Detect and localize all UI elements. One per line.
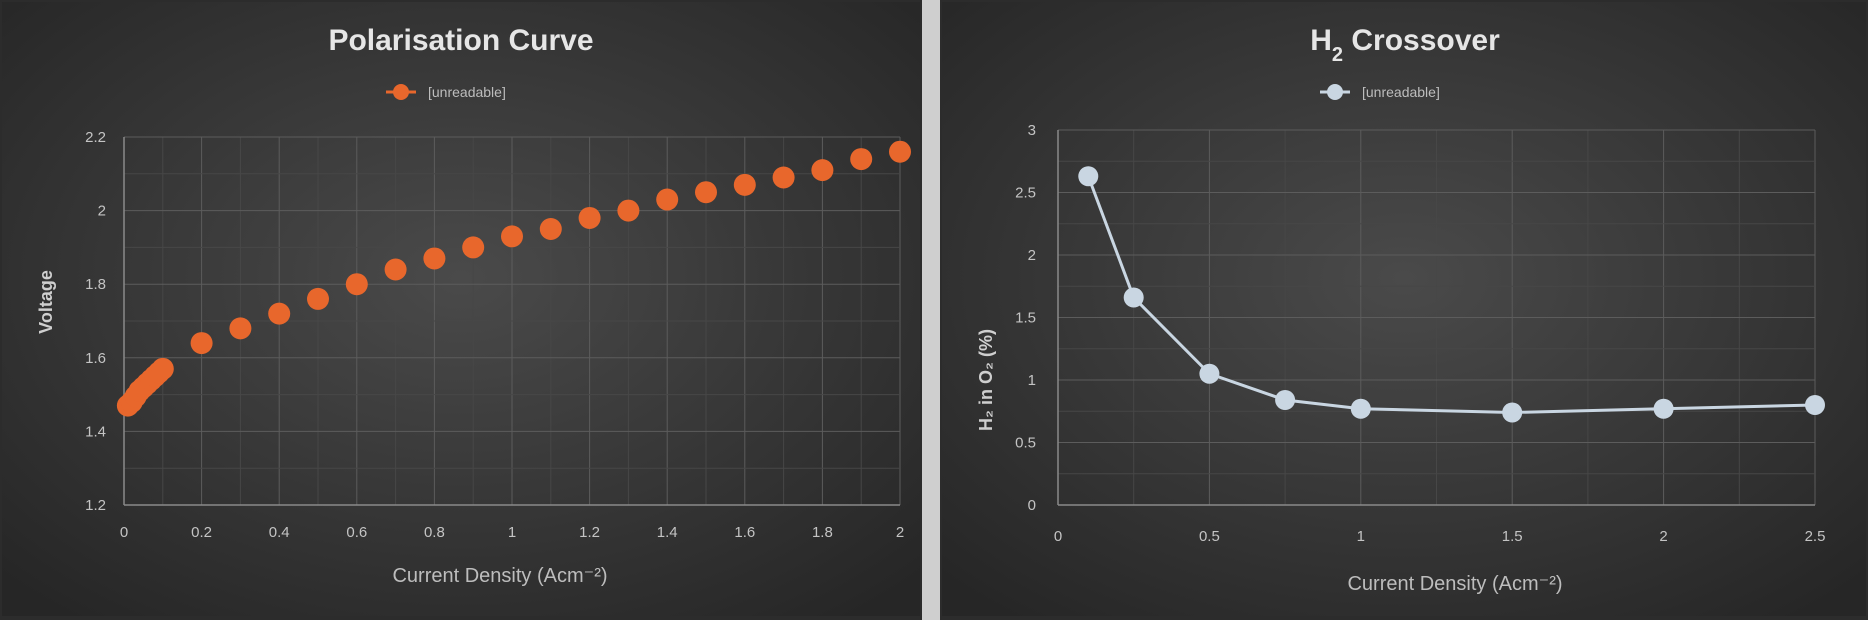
data-series: [1078, 166, 1825, 423]
data-point: [1502, 402, 1523, 423]
x-tick-label: 2.5: [1805, 528, 1826, 545]
data-point: [850, 148, 873, 171]
x-tick-label: 1: [1357, 528, 1365, 545]
h2-crossover-chart: H2 Crossover [unreadable] H₂ in O₂ (%) C…: [942, 2, 1866, 616]
chart-background: [2, 2, 920, 616]
data-point: [1123, 287, 1144, 308]
x-tick-label: 1: [508, 524, 516, 541]
legend-entry: [unreadable]: [1362, 84, 1440, 100]
legend-entry: [unreadable]: [428, 84, 506, 100]
axes: [123, 137, 900, 506]
y-tick-label: 0.5: [1015, 435, 1036, 452]
data-point: [268, 302, 291, 325]
x-tick-label: 1.8: [812, 524, 833, 541]
data-series: [116, 140, 911, 417]
x-tick-label: 2: [1659, 528, 1667, 545]
data-point: [617, 199, 640, 222]
data-point: [501, 225, 523, 248]
data-point: [307, 287, 329, 310]
x-tick-label: 0.4: [269, 524, 290, 541]
data-point: [1805, 395, 1825, 415]
x-tick-label: 2: [896, 524, 904, 541]
x-tick-label: 1.2: [579, 524, 600, 541]
data-point: [229, 317, 252, 340]
legend: [unreadable]: [386, 84, 506, 100]
data-point: [656, 188, 679, 211]
data-point: [384, 258, 407, 281]
data-point: [733, 173, 756, 196]
x-tick-label: 1.5: [1502, 528, 1523, 545]
data-point: [151, 357, 174, 380]
x-tick-label: 1.4: [657, 524, 678, 541]
data-point: [695, 181, 717, 204]
x-tick-label: 0.2: [191, 524, 212, 541]
y-tick-label: 1: [1028, 372, 1036, 389]
data-point: [772, 166, 795, 189]
x-axis-label: Current Density (Acm⁻²): [392, 565, 607, 587]
x-tick-label: 0: [120, 524, 128, 541]
y-tick-label: 1.6: [85, 350, 106, 367]
y-axis-label: Voltage: [36, 270, 56, 334]
x-tick-label: 0.5: [1199, 528, 1220, 545]
legend: [unreadable]: [1320, 84, 1440, 100]
x-tick-labels: 0 0.5 1 1.5 2 2.5: [1054, 528, 1826, 545]
y-tick-label: 1.5: [1015, 310, 1036, 327]
chart-background: [942, 2, 1866, 616]
y-tick-labels: 1.2 1.4 1.6 1.8 2 2.2: [85, 129, 106, 514]
x-tick-label: 1.6: [734, 524, 755, 541]
x-axis-label: Current Density (Acm⁻²): [1347, 573, 1562, 595]
y-axis-label: H₂ in O₂ (%): [976, 329, 996, 431]
data-point: [539, 218, 562, 240]
chart-title: Polarisation Curve: [328, 24, 593, 57]
data-point: [578, 206, 601, 229]
data-point: [345, 273, 368, 296]
y-tick-label: 2.5: [1015, 185, 1036, 202]
polarisation-curve-chart: Polarisation Curve [unreadable] Voltage …: [2, 2, 920, 616]
y-tick-label: 2: [98, 203, 106, 220]
x-tick-label: 0.6: [346, 524, 367, 541]
x-tick-label: 0: [1054, 528, 1062, 545]
y-tick-label: 1.2: [85, 497, 106, 514]
chart-title: H2 Crossover: [1310, 24, 1500, 66]
y-tick-label: 1.8: [85, 276, 106, 293]
y-tick-label: 1.4: [85, 423, 106, 440]
data-point: [1350, 398, 1371, 419]
x-tick-label: 0.8: [424, 524, 445, 541]
axes: [1057, 130, 1815, 506]
data-point: [1078, 166, 1099, 187]
y-tick-label: 0: [1028, 497, 1036, 514]
data-point: [1275, 390, 1296, 410]
x-tick-labels: 0 0.2 0.4 0.6 0.8 1 1.2 1.4 1.6 1.8 2: [120, 524, 904, 541]
data-point: [889, 140, 911, 163]
legend-marker: [1327, 84, 1343, 100]
data-point: [423, 247, 446, 270]
data-point: [1199, 363, 1220, 384]
data-point: [190, 332, 213, 355]
y-tick-label: 2: [1028, 247, 1036, 264]
y-tick-label: 3: [1028, 122, 1036, 139]
data-point: [811, 159, 834, 182]
series-line: [1086, 175, 1816, 415]
data-point: [1653, 398, 1674, 419]
data-point: [462, 236, 485, 259]
y-tick-label: 2.2: [85, 129, 106, 146]
y-tick-labels: 0 0.5 1 1.5 2 2.5 3: [1015, 122, 1036, 514]
legend-marker: [393, 84, 409, 100]
panel-divider: [922, 0, 940, 620]
